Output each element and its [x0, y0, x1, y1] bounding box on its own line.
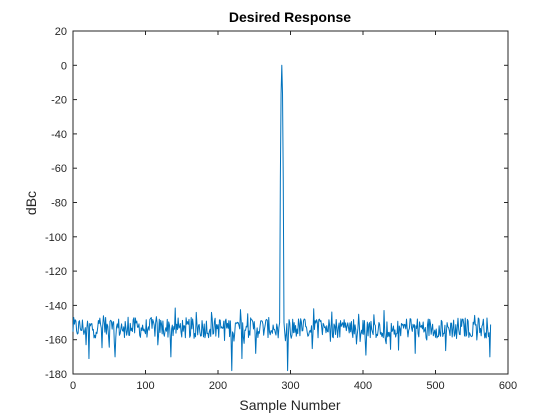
- y-tick-label: 20: [55, 26, 67, 38]
- y-tick-label: -100: [45, 232, 67, 244]
- y-tick-label: -40: [51, 129, 67, 141]
- chart-title: Desired Response: [229, 9, 351, 25]
- y-tick-label: -80: [51, 198, 67, 210]
- x-tick-label: 600: [499, 380, 517, 392]
- y-axis-label: dBc: [23, 191, 39, 215]
- y-tick-label: -60: [51, 163, 67, 175]
- y-tick-label: -120: [45, 266, 67, 278]
- x-tick-label: 0: [70, 380, 76, 392]
- x-tick-label: 100: [136, 380, 154, 392]
- plot-area: [72, 30, 509, 375]
- x-tick-label: 400: [354, 380, 372, 392]
- x-tick-label: 200: [209, 380, 227, 392]
- y-tick-label: -180: [45, 369, 67, 381]
- series-line: [72, 64, 492, 372]
- series-group: [72, 64, 492, 372]
- x-axis-label: Sample Number: [239, 397, 340, 413]
- y-tick-label: -140: [45, 300, 67, 312]
- x-tick-label: 300: [281, 380, 299, 392]
- y-tick-label: -20: [51, 95, 67, 107]
- x-tick-label: 500: [426, 380, 444, 392]
- y-tick-label: 0: [61, 60, 67, 72]
- axis-ticks: 0 100 200 300 400 500 600200-20-40-60-80-100-1…: [45, 26, 517, 392]
- y-tick-label: -160: [45, 335, 67, 347]
